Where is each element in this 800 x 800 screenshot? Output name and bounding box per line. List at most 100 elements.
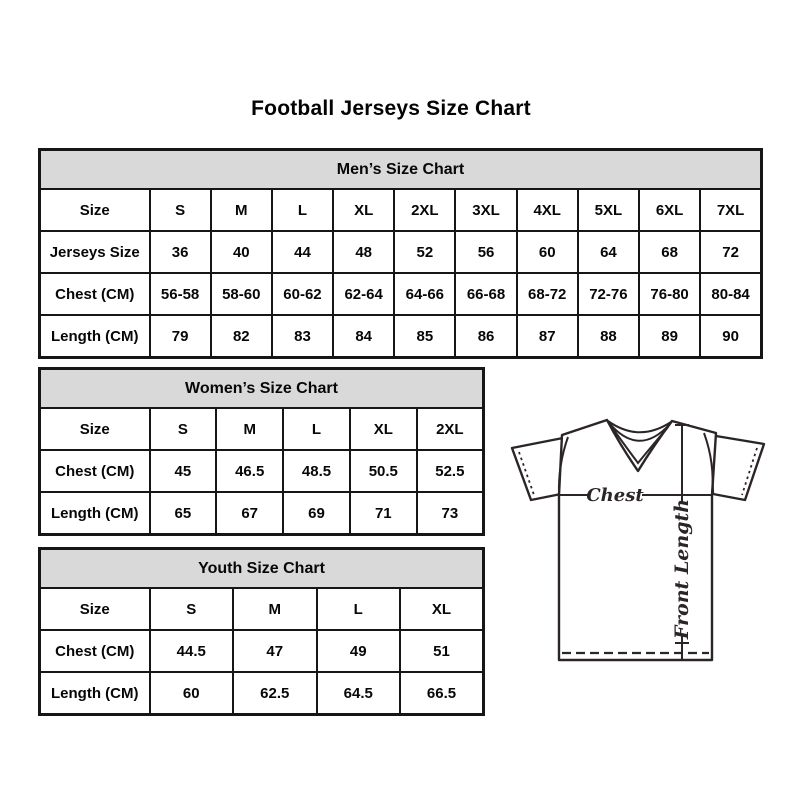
data-cell: 49: [315, 629, 401, 673]
data-cell: 52: [393, 230, 457, 274]
data-cell: 51: [399, 629, 485, 673]
row-header-cell: Chest (CM): [38, 272, 151, 316]
front-length-label: Front Length: [671, 499, 693, 640]
data-cell: 48: [332, 230, 396, 274]
data-cell: 62-64: [332, 272, 396, 316]
youth-size-chart: Youth Size Chart Size S M L XL Chest (CM) 44.5 4…: [38, 547, 485, 716]
col-header-cell: L: [315, 587, 401, 631]
data-cell: 65: [148, 491, 218, 536]
col-header-cell: L: [282, 407, 351, 451]
data-cell: 73: [415, 491, 485, 536]
mens-size-chart-section: Men’s Size Chart Size S M L XL 2XL 3XL 4XL 5XL 6XL…: [38, 148, 763, 359]
col-header-cell: XL: [399, 587, 485, 631]
left-cuff-stitch-line: [518, 451, 535, 496]
chest-label: Chest: [586, 485, 644, 506]
data-cell: 36: [148, 230, 212, 274]
table-row: Size S M L XL 2XL 3XL 4XL 5XL 6XL 7XL: [38, 188, 763, 232]
data-cell: 67: [215, 491, 285, 536]
mens-size-chart: Men’s Size Chart Size S M L XL 2XL 3XL 4XL 5XL 6XL…: [38, 148, 763, 359]
table-row: Length (CM) 65 67 69 71 73: [38, 491, 485, 536]
data-cell: 85: [393, 314, 457, 359]
col-header-cell: 2XL: [393, 188, 457, 232]
col-header-cell: M: [215, 407, 285, 451]
data-cell: 86: [454, 314, 518, 359]
data-cell: 68-72: [515, 272, 579, 316]
front-length-label-group: Front Length: [671, 499, 693, 640]
data-cell: 80-84: [699, 272, 763, 316]
data-cell: 44: [270, 230, 335, 274]
data-cell: 88: [576, 314, 641, 359]
chest-label-backdrop: [588, 486, 642, 503]
data-cell: 83: [270, 314, 335, 359]
row-header-cell: Length (CM): [38, 314, 151, 359]
data-cell: 64-66: [393, 272, 457, 316]
col-header-cell: L: [270, 188, 335, 232]
table-row: Size S M L XL 2XL: [38, 407, 485, 451]
row-header-cell: Length (CM): [38, 491, 151, 536]
data-cell: 52.5: [415, 449, 485, 493]
left-armhole-seam: [557, 436, 569, 496]
right-armhole-seam: [703, 432, 714, 496]
jersey-measurement-diagram: Chest Front Length: [504, 407, 772, 675]
data-cell: 68: [637, 230, 702, 274]
data-cell: 45: [148, 449, 218, 493]
data-cell: 48.5: [282, 449, 351, 493]
data-cell: 76-80: [637, 272, 702, 316]
front-length-label-backdrop: [672, 504, 692, 634]
col-header-cell: M: [209, 188, 273, 232]
col-header-cell: XL: [332, 188, 396, 232]
data-cell: 82: [209, 314, 273, 359]
data-cell: 60: [148, 671, 234, 716]
data-cell: 50.5: [348, 449, 418, 493]
col-header-cell: 2XL: [415, 407, 485, 451]
table-row: Length (CM) 79 82 83 84 85 86 87 88 89 90: [38, 314, 763, 359]
data-cell: 66-68: [454, 272, 518, 316]
data-cell: 40: [209, 230, 273, 274]
row-header-cell: Size: [38, 587, 151, 631]
data-cell: 69: [282, 491, 351, 536]
col-header-cell: XL: [348, 407, 418, 451]
col-header-cell: M: [232, 587, 318, 631]
row-header-cell: Chest (CM): [38, 449, 151, 493]
row-header-cell: Size: [38, 407, 151, 451]
page-title: Football Jerseys Size Chart: [251, 97, 531, 120]
data-cell: 89: [637, 314, 702, 359]
col-header-cell: S: [148, 188, 212, 232]
data-cell: 72-76: [576, 272, 641, 316]
womens-size-chart-section: Women’s Size Chart Size S M L XL 2XL Chest (CM)…: [38, 367, 485, 536]
collar-vband-line: [610, 425, 669, 465]
table-title: Youth Size Chart: [38, 547, 485, 589]
col-header-cell: 7XL: [699, 188, 763, 232]
row-header-cell: Jerseys Size: [38, 230, 151, 274]
data-cell: 62.5: [232, 671, 318, 716]
col-header-cell: 3XL: [454, 188, 518, 232]
table-row: Chest (CM) 45 46.5 48.5 50.5 52.5: [38, 449, 485, 493]
youth-size-chart-section: Youth Size Chart Size S M L XL Chest (CM) 44.5 4…: [38, 547, 485, 716]
row-header-cell: Length (CM): [38, 671, 151, 716]
col-header-cell: S: [148, 407, 218, 451]
table-row: Chest (CM) 56-58 58-60 60-62 62-64 64-66 66-68…: [38, 272, 763, 316]
table-title: Women’s Size Chart: [38, 367, 485, 409]
collar-back-rim-line: [607, 420, 672, 434]
data-cell: 44.5: [148, 629, 234, 673]
data-cell: 60: [515, 230, 579, 274]
data-cell: 60-62: [270, 272, 335, 316]
data-cell: 71: [348, 491, 418, 536]
data-cell: 72: [699, 230, 763, 274]
data-cell: 66.5: [399, 671, 485, 716]
data-cell: 47: [232, 629, 318, 673]
womens-size-chart: Women’s Size Chart Size S M L XL 2XL Chest (CM)…: [38, 367, 485, 536]
col-header-cell: 4XL: [515, 188, 579, 232]
data-cell: 46.5: [215, 449, 285, 493]
collar-inner-arc-line: [609, 423, 670, 442]
data-cell: 84: [332, 314, 396, 359]
data-cell: 64: [576, 230, 641, 274]
table-row: Jerseys Size 36 40 44 48 52 56 60 64 68 72: [38, 230, 763, 274]
table-title: Men’s Size Chart: [38, 148, 763, 190]
right-cuff-stitch-line: [741, 447, 758, 496]
col-header-cell: S: [148, 587, 234, 631]
data-cell: 58-60: [209, 272, 273, 316]
data-cell: 56: [454, 230, 518, 274]
table-row: Length (CM) 60 62.5 64.5 66.5: [38, 671, 485, 716]
